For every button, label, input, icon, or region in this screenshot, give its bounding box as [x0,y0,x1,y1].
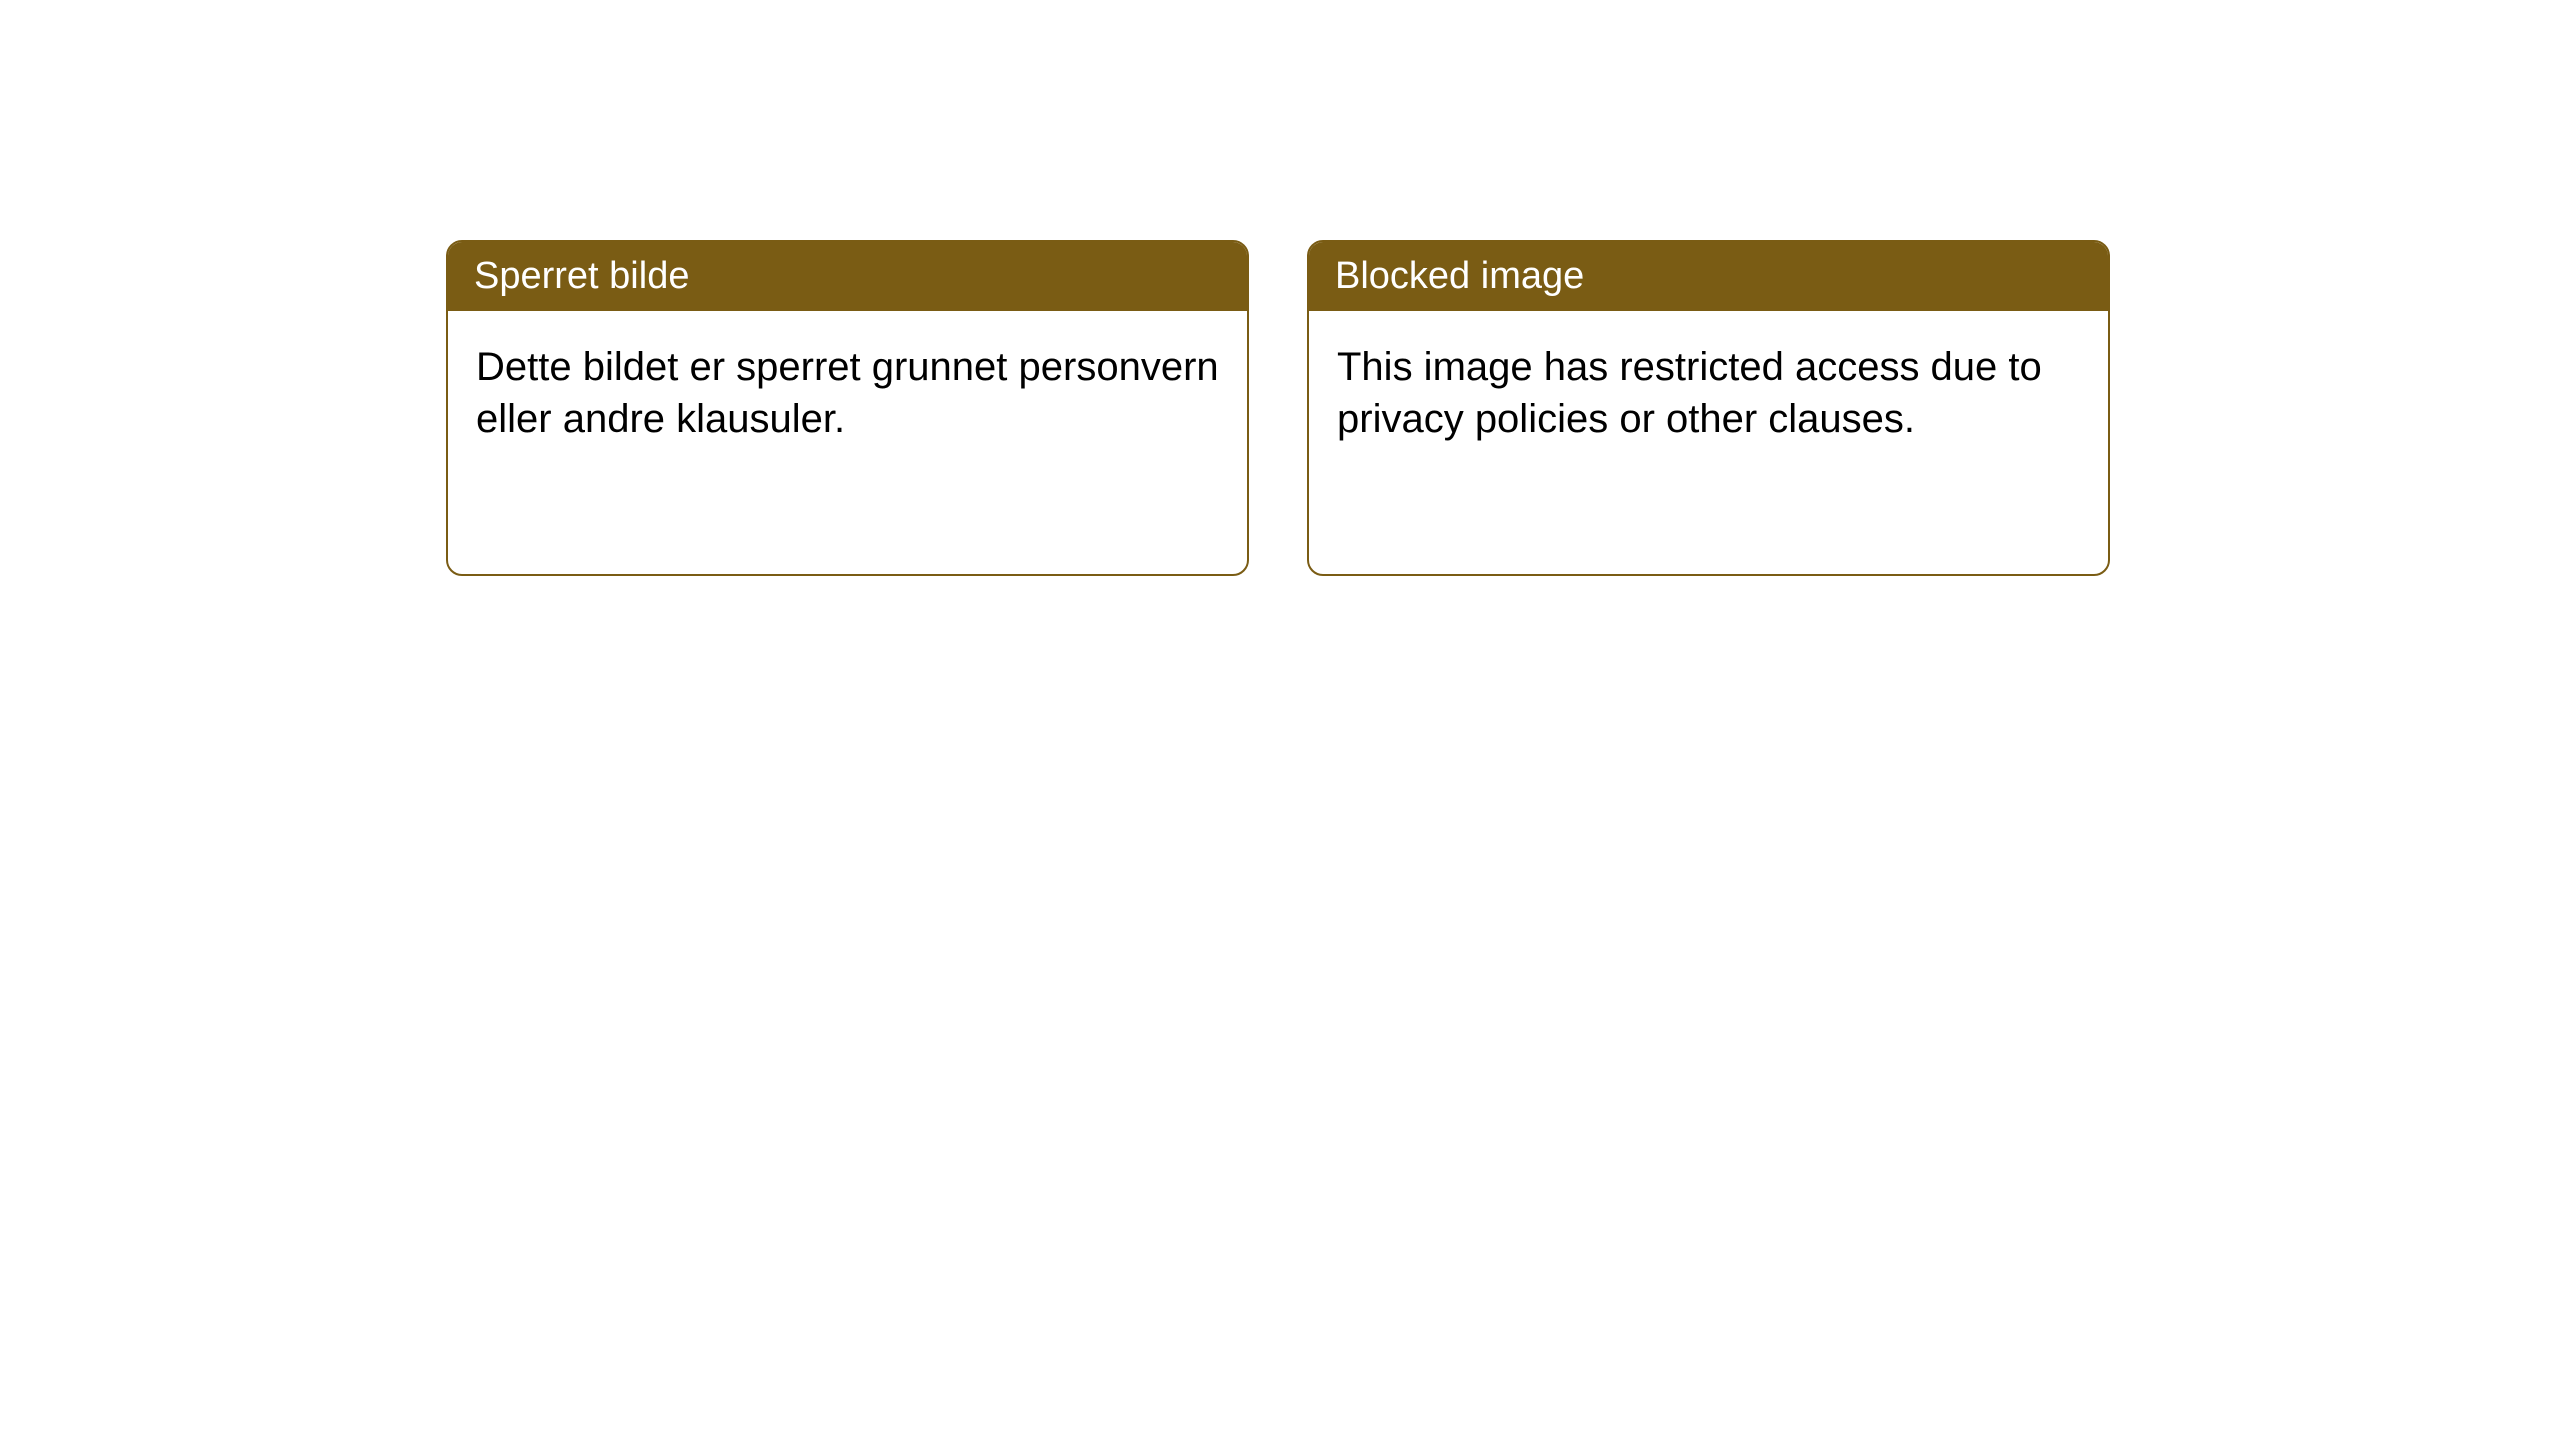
card-title: Sperret bilde [474,255,689,297]
card-header: Blocked image [1309,242,2108,311]
card-body: Dette bildet er sperret grunnet personve… [448,311,1247,475]
card-english: Blocked image This image has restricted … [1307,240,2110,576]
cards-container: Sperret bilde Dette bildet er sperret gr… [446,240,2110,576]
card-norwegian: Sperret bilde Dette bildet er sperret gr… [446,240,1249,576]
card-header: Sperret bilde [448,242,1247,311]
card-body: This image has restricted access due to … [1309,311,2108,475]
card-title: Blocked image [1335,255,1584,297]
card-body-text: This image has restricted access due to … [1337,345,2042,441]
card-body-text: Dette bildet er sperret grunnet personve… [476,345,1219,441]
